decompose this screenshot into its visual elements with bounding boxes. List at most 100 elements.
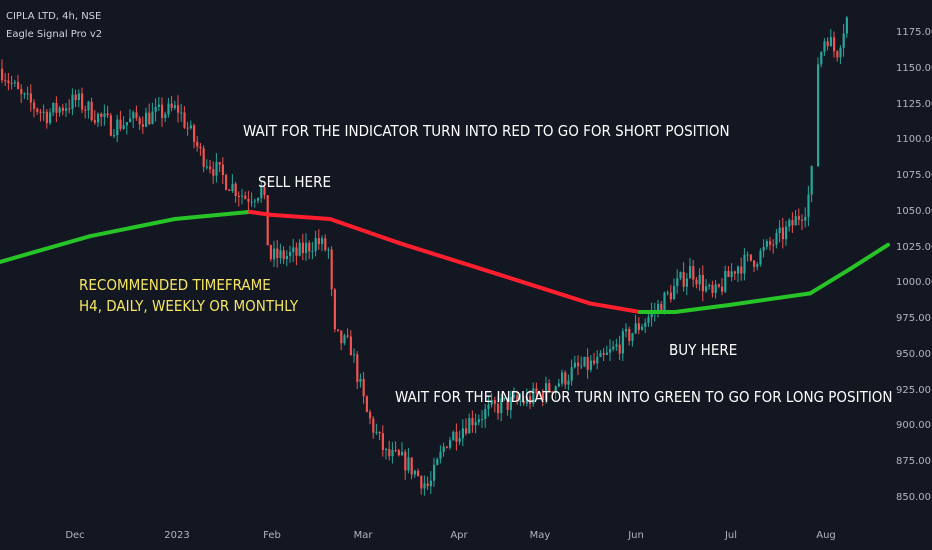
- candle-body: [826, 41, 829, 47]
- candle-body: [778, 227, 781, 234]
- candle-body: [391, 450, 394, 457]
- time-tick-label: Feb: [263, 530, 281, 541]
- candle-body: [407, 457, 410, 471]
- candle-body: [39, 111, 42, 113]
- candle-body: [250, 201, 253, 203]
- candle-body: [545, 383, 548, 400]
- candle-body: [269, 245, 272, 260]
- candle-body: [724, 271, 727, 292]
- candle-body: [823, 41, 826, 52]
- indicator-bullish-segment: [673, 302, 732, 314]
- candle-body: [68, 108, 71, 110]
- candle-body: [714, 284, 717, 293]
- price-tick-label: 1075.00: [896, 170, 932, 182]
- candle-body: [186, 127, 189, 129]
- candle-body: [420, 476, 423, 489]
- candle-body: [359, 379, 362, 382]
- candle-body: [97, 113, 100, 123]
- candle-body: [721, 286, 724, 292]
- candle-body: [423, 483, 426, 489]
- candle-body: [273, 248, 276, 260]
- candle-body: [397, 450, 400, 456]
- candle-body: [727, 271, 730, 278]
- candle-body: [346, 335, 349, 337]
- time-tick-label: Mar: [353, 530, 373, 541]
- candle-body: [554, 386, 557, 394]
- candle-body: [516, 395, 519, 401]
- candle-body: [426, 483, 429, 487]
- candle-body: [42, 111, 45, 113]
- candle-body: [298, 242, 301, 256]
- candle-body: [154, 106, 157, 112]
- candle-body: [529, 396, 532, 404]
- candle-body: [442, 446, 445, 452]
- candle-body: [628, 328, 631, 341]
- candle-body: [717, 284, 720, 287]
- candle-body: [477, 419, 480, 423]
- candle-body: [676, 278, 679, 287]
- candle-body: [385, 448, 388, 451]
- candle-body: [772, 244, 775, 246]
- candle-body: [20, 88, 23, 94]
- candle-body: [631, 333, 634, 341]
- candle-body: [474, 422, 477, 426]
- candle-body: [161, 104, 164, 118]
- candle-body: [90, 101, 93, 121]
- price-tick-label: 925.00: [896, 384, 931, 396]
- candle-body: [58, 107, 61, 113]
- candle-body: [650, 311, 653, 318]
- time-tick-label: May: [529, 530, 551, 541]
- candle-body: [394, 450, 397, 452]
- candle-body: [343, 335, 346, 344]
- candle-body: [330, 249, 333, 290]
- candle-body: [522, 400, 525, 404]
- indicator-bearish-segment: [398, 241, 502, 277]
- candle-body: [660, 303, 663, 313]
- candle-body: [449, 440, 452, 448]
- candle-body: [781, 227, 784, 240]
- candle-body: [593, 360, 596, 364]
- candle-body: [602, 353, 605, 355]
- candle-body: [327, 249, 330, 251]
- candle-body: [77, 93, 80, 101]
- candle-body: [189, 125, 192, 128]
- candle-body: [746, 254, 749, 256]
- candle-body: [708, 284, 711, 287]
- candle-body: [148, 112, 151, 125]
- candle-body: [535, 388, 538, 394]
- candle-body: [743, 254, 746, 274]
- indicator-bullish-segment: [88, 217, 177, 239]
- candle-body: [52, 102, 55, 113]
- candle-body: [487, 404, 490, 409]
- candle-body: [634, 323, 637, 334]
- candle-body: [263, 186, 266, 196]
- candle-body: [538, 392, 541, 394]
- candle-body: [71, 94, 74, 109]
- candle-body: [561, 372, 564, 384]
- price-tick-label: 1000.00: [896, 277, 932, 289]
- price-tick-label: 1025.00: [896, 241, 932, 253]
- candle-body: [609, 349, 612, 353]
- candle-body: [116, 119, 119, 136]
- short-instruction-note: WAIT FOR THE INDICATOR TURN INTO RED TO …: [243, 122, 730, 140]
- candle-body: [282, 250, 285, 260]
- candle-body: [500, 398, 503, 414]
- candle-body: [762, 246, 765, 251]
- candle-body: [375, 431, 378, 433]
- candle-body: [13, 82, 16, 84]
- candle-body: [513, 395, 516, 398]
- candle-body: [29, 93, 32, 103]
- candle-body: [829, 37, 832, 47]
- candle-body: [241, 195, 244, 197]
- candle-body: [129, 118, 132, 123]
- candle-body: [445, 446, 448, 448]
- candle-body: [36, 108, 39, 112]
- candle-body: [804, 216, 807, 221]
- candle-body: [839, 47, 842, 58]
- candle-body: [842, 33, 845, 48]
- candle-body: [372, 418, 375, 433]
- candle-body: [692, 266, 695, 280]
- candle-body: [199, 146, 202, 149]
- candle-body: [164, 114, 167, 118]
